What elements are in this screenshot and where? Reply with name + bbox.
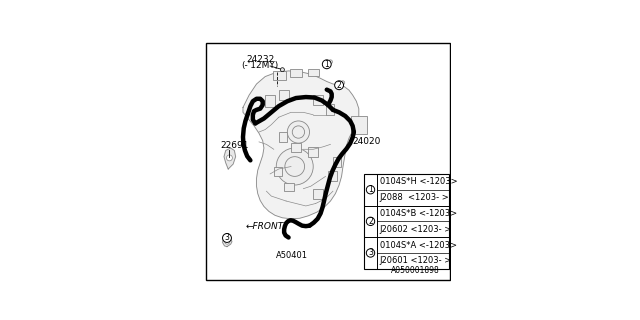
Text: J20602 <1203- >: J20602 <1203- >	[380, 225, 452, 234]
Text: 22691: 22691	[221, 141, 250, 150]
Circle shape	[225, 239, 230, 244]
Bar	[274, 166, 282, 176]
Bar	[351, 116, 367, 134]
Text: 3: 3	[368, 248, 373, 258]
Text: J20601 <1203- >: J20601 <1203- >	[380, 256, 452, 265]
Text: 2: 2	[337, 81, 342, 90]
Bar	[308, 147, 317, 157]
Bar	[308, 69, 319, 76]
Polygon shape	[224, 148, 236, 169]
Bar	[273, 71, 286, 80]
Text: (-'12MY): (-'12MY)	[242, 61, 279, 70]
Bar	[290, 69, 302, 76]
Circle shape	[341, 81, 345, 85]
Circle shape	[227, 155, 232, 161]
Circle shape	[366, 186, 374, 194]
Bar	[284, 182, 294, 191]
Circle shape	[366, 217, 374, 226]
Bar	[326, 104, 334, 115]
Text: A050001898: A050001898	[392, 267, 440, 276]
Circle shape	[285, 157, 305, 176]
Text: J2088  <1203- >: J2088 <1203- >	[380, 193, 449, 202]
Circle shape	[328, 60, 332, 64]
Circle shape	[366, 249, 374, 257]
Text: 24020: 24020	[353, 132, 381, 146]
Bar	[265, 95, 275, 108]
Text: A50401: A50401	[276, 251, 308, 260]
Text: 24232: 24232	[246, 55, 275, 64]
Text: 0104S*H <-1203>: 0104S*H <-1203>	[380, 177, 458, 186]
Circle shape	[276, 148, 313, 185]
Bar	[291, 143, 301, 152]
Bar	[333, 157, 341, 166]
Circle shape	[287, 121, 310, 143]
Polygon shape	[243, 71, 359, 219]
Circle shape	[292, 126, 305, 138]
Text: 3: 3	[225, 234, 229, 243]
Text: 0104S*A <-1203>: 0104S*A <-1203>	[380, 241, 457, 250]
Bar	[279, 90, 289, 100]
Circle shape	[335, 81, 344, 90]
Text: 1: 1	[324, 60, 329, 69]
Text: 1: 1	[368, 185, 373, 194]
Circle shape	[223, 234, 232, 243]
Polygon shape	[223, 237, 232, 247]
Circle shape	[280, 68, 284, 72]
Text: 0104S*B <-1203>: 0104S*B <-1203>	[380, 209, 457, 218]
Text: ←FRONT: ←FRONT	[246, 222, 284, 231]
Text: 2: 2	[368, 217, 373, 226]
Bar	[313, 95, 323, 105]
Bar	[279, 132, 287, 142]
Bar	[313, 189, 323, 198]
Bar	[328, 172, 337, 181]
Circle shape	[323, 60, 332, 69]
Bar	[364, 174, 449, 269]
